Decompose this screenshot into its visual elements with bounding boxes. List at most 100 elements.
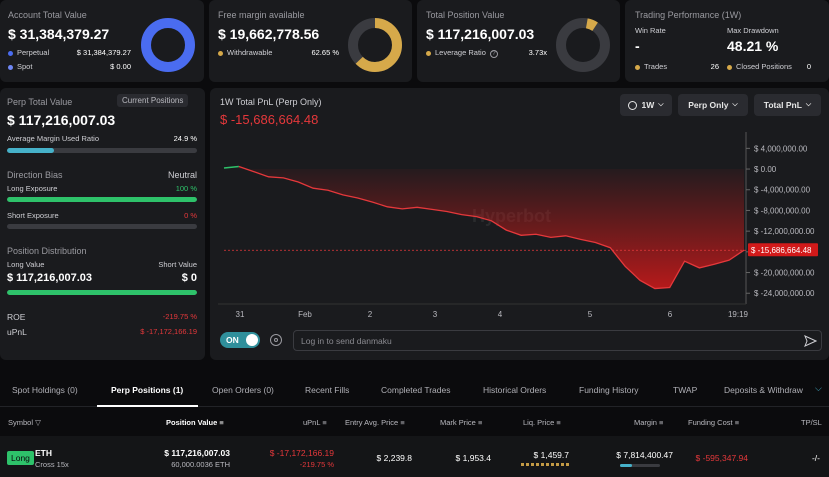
toggle-label: ON — [226, 335, 239, 345]
sort-icon: ≡ — [322, 418, 327, 427]
x-tick-label: 4 — [498, 310, 503, 319]
perp-panel: Perp Total Value Current Positions $ 117… — [0, 88, 205, 360]
upnl-label: uPnL — [7, 327, 27, 337]
long-value: $ 117,216,007.03 — [7, 272, 93, 284]
bias-value: Neutral — [167, 170, 197, 180]
spot-label: Spot — [17, 62, 33, 71]
table-row[interactable] — [0, 436, 829, 477]
x-tick-label: 6 — [668, 310, 673, 319]
y-tick-label: $ -24,000,000.00 — [754, 289, 815, 298]
trades-row: Trades — [635, 62, 667, 71]
drawdown-value: 48.21 % — [727, 38, 779, 54]
send-icon[interactable] — [804, 335, 817, 347]
trades-value: 26 — [710, 62, 719, 71]
tab-twap[interactable]: TWAP — [673, 385, 698, 395]
tab-open-orders[interactable]: Open Orders (0) — [212, 385, 274, 395]
short-value: $ 0 — [181, 272, 197, 284]
active-tab-underline — [97, 405, 198, 407]
metric-value: Total PnL — [763, 100, 802, 110]
long-value-label: Long Value — [7, 260, 45, 269]
drawdown-label: Max Drawdown — [727, 26, 779, 35]
position-card: Total Position Value $ 117,216,007.03 Le… — [417, 0, 620, 82]
chevron-down-icon[interactable]: ⌵ — [815, 383, 822, 393]
y-tick-label: $ -4,000,000.00 — [754, 186, 811, 195]
y-tick-label: $ -20,000,000.00 — [754, 269, 815, 278]
current-positions-button[interactable]: Current Positions — [117, 94, 189, 107]
x-tick-label: 2 — [368, 310, 373, 319]
current-value-label: $ -15,686,664.48 — [751, 246, 812, 255]
period-value: 1W — [641, 100, 655, 110]
tab-perp-positions[interactable]: Perp Positions (1) — [111, 385, 184, 395]
y-tick-label: $ -12,000,000.00 — [754, 227, 815, 236]
col-entry[interactable]: Entry Avg. Price ≡ — [345, 418, 405, 427]
perpetual-row: Perpetual — [8, 48, 49, 57]
leverage-label: Leverage Ratio — [435, 48, 486, 57]
perp-value: $ 117,216,007.03 — [7, 112, 116, 128]
margin-ratio-label: Average Margin Used Ratio — [7, 134, 99, 143]
trades-dot — [635, 64, 640, 70]
withdrawable-dot — [218, 50, 223, 56]
margin-usage-bar — [620, 464, 660, 467]
margin-mode: Cross 15x — [35, 460, 69, 469]
danmaku-settings-icon[interactable] — [270, 334, 282, 346]
funding-cell: $ -595,347.94 — [695, 453, 748, 463]
sort-icon: ≡ — [219, 418, 224, 427]
tab-deposits-withdraw[interactable]: Deposits & Withdraw — [724, 385, 803, 395]
col-entry-label: Entry Avg. Price — [345, 418, 399, 427]
roe-label: ROE — [7, 312, 26, 322]
col-mark-label: Mark Price — [440, 418, 476, 427]
closed-label: Closed Positions — [736, 62, 792, 71]
col-liq[interactable]: Liq. Price ≡ — [523, 418, 561, 427]
tab-historical-orders[interactable]: Historical Orders — [483, 385, 547, 395]
distribution-label: Position Distribution — [7, 246, 87, 256]
symbol[interactable]: ETH — [35, 448, 52, 458]
tpsl-cell[interactable]: -/- — [811, 453, 820, 463]
col-mark[interactable]: Mark Price ≡ — [440, 418, 482, 427]
col-liq-label: Liq. Price — [523, 418, 555, 427]
pnl-chart: $ 4,000,000.00 $ 0.00 $ -4,000,000.00 $ -8,… — [218, 132, 818, 319]
perpetual-dot — [8, 50, 13, 56]
tab-funding-history[interactable]: Funding History — [579, 385, 639, 395]
col-tpsl: TP/SL — [801, 418, 822, 427]
col-position-value[interactable]: Position Value ≡ — [166, 418, 224, 427]
leverage-row: Leverage Ratio ? — [426, 48, 498, 58]
sort-icon: ≡ — [659, 418, 664, 427]
metric-select[interactable]: Total PnL ⌵ — [754, 94, 821, 116]
short-exposure-bar — [7, 224, 197, 229]
tab-spot-holdings[interactable]: Spot Holdings (0) — [12, 385, 78, 395]
account-donut — [141, 18, 195, 72]
period-select[interactable]: 1W ⌵ — [620, 94, 672, 116]
danmaku-input[interactable]: Log in to send danmaku — [293, 330, 822, 351]
win-rate-label: Win Rate — [635, 26, 666, 35]
info-icon[interactable]: ? — [489, 50, 498, 58]
long-exposure-label: Long Exposure — [7, 184, 58, 193]
spot-row: Spot — [8, 62, 32, 71]
position-label: Total Position Value — [426, 10, 505, 20]
col-symbol-label: Symbol — [8, 418, 34, 427]
col-funding[interactable]: Funding Cost ≡ — [688, 418, 739, 427]
liq-cell: $ 1,459.7 — [533, 450, 569, 460]
margin-donut — [348, 18, 402, 72]
col-position-value-label: Position Value — [166, 418, 218, 427]
sort-icon: ≡ — [556, 418, 561, 427]
win-rate-value: - — [635, 38, 640, 54]
col-margin[interactable]: Margin ≡ — [634, 418, 663, 427]
col-upnl[interactable]: uPnL ≡ — [303, 418, 327, 427]
closed-row: Closed Positions — [727, 62, 792, 71]
leverage-value: 3.73x — [528, 48, 547, 57]
tab-completed-trades[interactable]: Completed Trades — [381, 385, 451, 395]
danmaku-toggle[interactable]: ON — [220, 332, 260, 348]
tab-recent-fills[interactable]: Recent Fills — [305, 385, 350, 395]
clock-icon — [628, 100, 638, 110]
pnl-area — [238, 166, 744, 289]
upnl-cell: $ -17,172,166.19 — [269, 448, 334, 458]
closed-dot — [727, 64, 732, 70]
tabs-bar — [0, 374, 829, 407]
col-symbol[interactable]: Symbol ▽ — [8, 418, 41, 427]
margin-card: Free margin available $ 19,662,778.56 Wi… — [209, 0, 412, 82]
col-margin-label: Margin — [634, 418, 657, 427]
y-tick-label: $ 0.00 — [754, 165, 777, 174]
position-size-cell: 60,000.0036 ETH — [171, 460, 230, 469]
withdrawable-value: 62.65 % — [311, 48, 339, 57]
filter-select[interactable]: Perp Only ⌵ — [678, 94, 748, 116]
